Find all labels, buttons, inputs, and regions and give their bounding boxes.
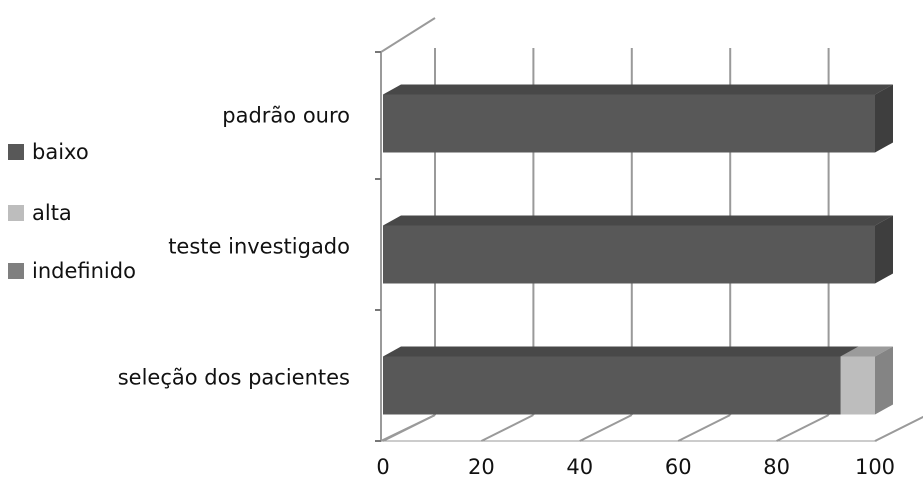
floor-gridline (480, 414, 534, 442)
floor-gridline (874, 415, 923, 442)
bar-side-face (875, 84, 893, 153)
bar-segment-baixo (383, 215, 893, 284)
chart-legend: baixo alta indefinido (8, 140, 136, 283)
bar-front-face (840, 356, 875, 415)
x-tick-label: 60 (665, 455, 692, 479)
legend-swatch (8, 205, 24, 221)
x-tick-label: 100 (855, 455, 895, 479)
floor-gridline (776, 414, 830, 442)
legend-swatch (8, 263, 24, 279)
legend-label: baixo (32, 140, 89, 164)
x-tick-label: 80 (763, 455, 790, 479)
bar-segment-baixo (383, 346, 859, 415)
category-label: seleção dos pacientes (118, 366, 350, 390)
x-tick-label: 40 (566, 455, 593, 479)
bar-top-face (383, 346, 859, 357)
legend-label: alta (32, 201, 72, 225)
bar-front-face (383, 356, 841, 415)
bar-front-face (383, 94, 875, 153)
bar-top-face (383, 84, 893, 95)
chart-labels: padrão ouro teste investigado seleção dos … (118, 104, 895, 480)
floor-gridline (677, 414, 731, 442)
x-tick-label: 20 (468, 455, 495, 479)
floor-gridline (579, 414, 633, 442)
chart-bars (383, 84, 893, 415)
category-label: padrão ouro (222, 104, 350, 128)
legend-label: indefinido (32, 259, 136, 283)
bar-top-face (383, 215, 893, 226)
bar-front-face (383, 225, 875, 284)
x-tick-label: 0 (376, 455, 389, 479)
bar-top-face (840, 346, 893, 357)
bar-side-face (875, 215, 893, 284)
category-label: teste investigado (168, 235, 350, 259)
bar-segment-alta (840, 346, 893, 415)
legend-swatch (8, 144, 24, 160)
side-wall-bottom-edge (380, 414, 436, 442)
bar-side-face (875, 346, 893, 415)
side-wall-top-edge (380, 17, 436, 53)
bar-segment-baixo (383, 84, 893, 153)
